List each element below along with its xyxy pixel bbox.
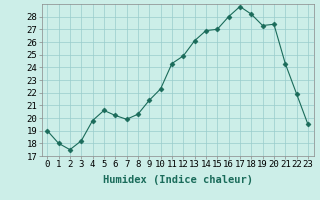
X-axis label: Humidex (Indice chaleur): Humidex (Indice chaleur) (103, 175, 252, 185)
